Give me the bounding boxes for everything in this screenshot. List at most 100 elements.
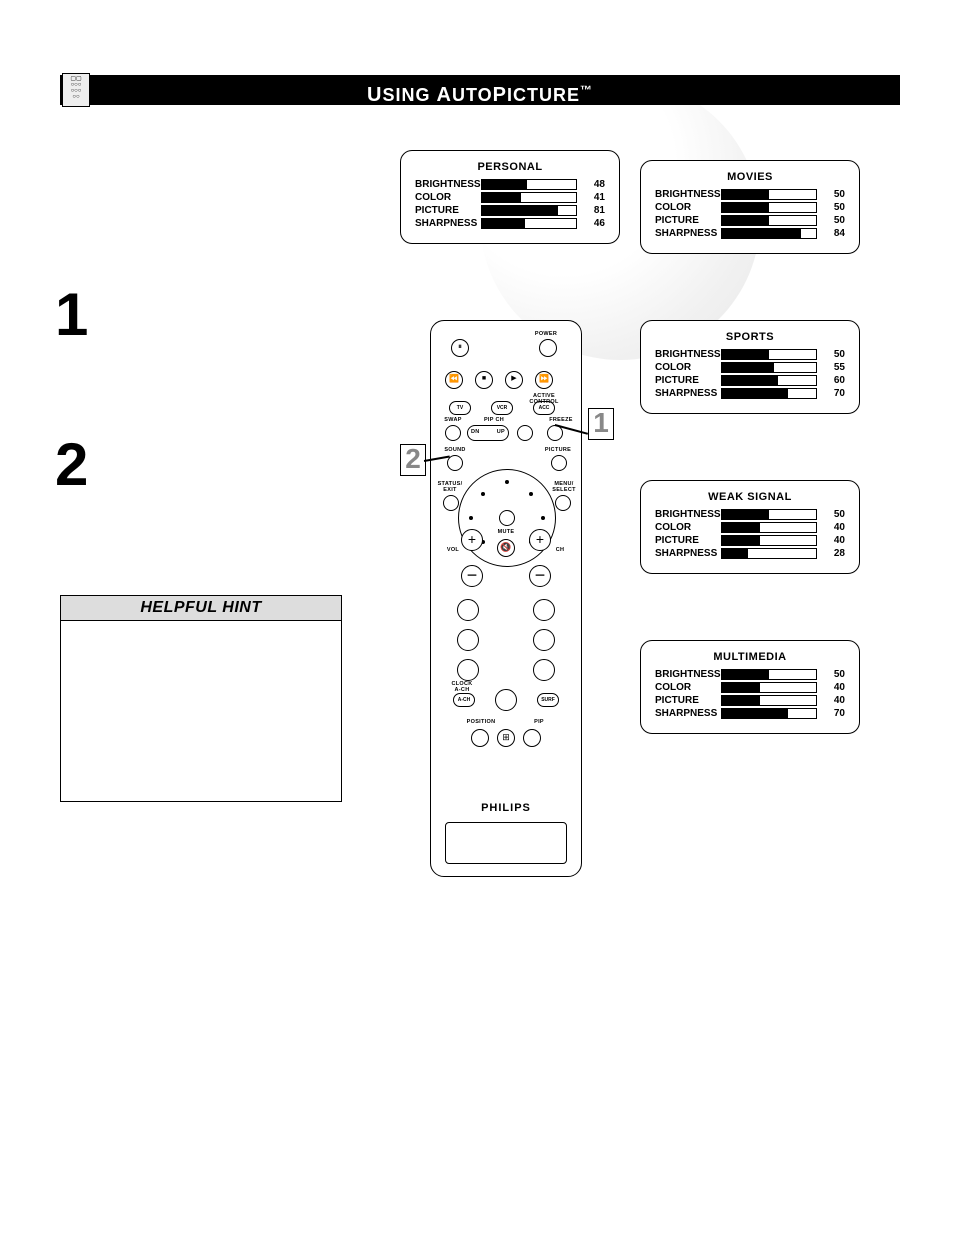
preset-value: 60 (825, 375, 845, 386)
preset-bar-fill (482, 193, 521, 202)
pipch-pill[interactable]: DN UP (467, 425, 509, 441)
preset-bar (481, 192, 577, 203)
preset-param-label: BRIGHTNESS (415, 179, 481, 190)
clock-ach-button[interactable]: A-CH (453, 693, 475, 707)
preset-bar-fill (482, 206, 558, 215)
preset-box-multimedia: MULTIMEDIABRIGHTNESS50COLOR40PICTURE40SH… (640, 640, 860, 734)
num-1-button[interactable] (457, 599, 479, 621)
num-3-button[interactable] (533, 599, 555, 621)
swap-button[interactable] (445, 425, 461, 441)
mute-button[interactable]: 🔇 (497, 539, 515, 557)
active-control-button[interactable] (517, 425, 533, 441)
pause-button[interactable]: ⏸ (451, 339, 469, 357)
num-6-button[interactable] (533, 629, 555, 651)
t1: U (367, 84, 382, 106)
dn-label: DN (471, 429, 480, 435)
preset-bar (721, 669, 817, 680)
rewind-button[interactable]: ⏪ (445, 371, 463, 389)
vol-down-button[interactable]: − (461, 565, 483, 587)
t3: A (437, 84, 452, 106)
freeze-label: FREEZE (547, 417, 575, 423)
preset-row: COLOR50 (655, 202, 845, 213)
preset-bar (721, 375, 817, 386)
preset-bar-fill (482, 180, 527, 189)
vol-label: VOL (445, 547, 461, 553)
active-control-label: ACTIVECONTROL (527, 393, 561, 405)
pipch-label: PIP CH (479, 417, 509, 423)
menu-select-label: MENU/ SELECT (549, 481, 579, 493)
preset-bar-fill (722, 670, 769, 679)
preset-bar (481, 205, 577, 216)
tv-button[interactable]: TV (449, 401, 471, 415)
ch-label: CH (553, 547, 567, 553)
ffwd-button[interactable]: ⏩ (535, 371, 553, 389)
preset-title-personal: PERSONAL (415, 161, 605, 173)
step-number-1: 1 (55, 280, 88, 349)
preset-bar (721, 388, 817, 399)
sound-button[interactable] (447, 455, 463, 471)
preset-row: SHARPNESS46 (415, 218, 605, 229)
preset-row: SHARPNESS28 (655, 548, 845, 559)
ch-up-button[interactable]: + (529, 529, 551, 551)
preset-bar (481, 179, 577, 190)
pip-center-button[interactable]: ⊞ (497, 729, 515, 747)
power-button[interactable] (539, 339, 557, 357)
vcr-button[interactable]: VCR (491, 401, 513, 415)
play-button[interactable]: ▶ (505, 371, 523, 389)
freeze-button[interactable] (547, 425, 563, 441)
preset-row: SHARPNESS70 (655, 708, 845, 719)
preset-value: 48 (585, 179, 605, 190)
stop-button[interactable]: ■ (475, 371, 493, 389)
diagram-area: PERSONAL BRIGHTNESS 48 COLOR41 PICTURE 81 SHAR… (380, 120, 900, 880)
preset-value: 50 (825, 349, 845, 360)
ch-down-button[interactable]: − (529, 565, 551, 587)
preset-box-weak: WEAK SIGNALBRIGHTNESS50COLOR40PICTURE40S… (640, 480, 860, 574)
vol-up-button[interactable]: + (461, 529, 483, 551)
preset-bar (721, 202, 817, 213)
preset-title-movies: MOVIES (655, 171, 845, 183)
preset-box-sports: SPORTSBRIGHTNESS50COLOR55PICTURE60SHARPN… (640, 320, 860, 414)
preset-row: PICTURE 81 (415, 205, 605, 216)
num-4-button[interactable] (457, 629, 479, 651)
picture-button[interactable] (551, 455, 567, 471)
remote-bottom-panel (445, 822, 567, 864)
preset-bar (721, 548, 817, 559)
preset-value: 55 (825, 362, 845, 373)
num-9-button[interactable] (533, 659, 555, 681)
num-7-button[interactable] (457, 659, 479, 681)
brand-label: PHILIPS (431, 802, 581, 814)
preset-param-label: PICTURE (415, 205, 481, 216)
preset-bar-fill (722, 683, 760, 692)
preset-row: COLOR40 (655, 682, 845, 693)
preset-row: BRIGHTNESS50 (655, 349, 845, 360)
preset-bar (721, 522, 817, 533)
preset-param-label: COLOR (655, 202, 721, 213)
preset-value: 46 (585, 218, 605, 229)
preset-bar-fill (722, 216, 769, 225)
preset-row: COLOR41 (415, 192, 605, 203)
num-0-button[interactable] (495, 689, 517, 711)
preset-title-multimedia: MULTIMEDIA (655, 651, 845, 663)
preset-bar (481, 218, 577, 229)
preset-param-label: SHARPNESS (655, 388, 721, 399)
preset-bar-fill (722, 523, 760, 532)
helpful-hint-title: HELPFUL HINT (61, 596, 341, 621)
preset-bar-fill (722, 709, 788, 718)
preset-value: 40 (825, 535, 845, 546)
status-exit-button[interactable] (443, 495, 459, 511)
preset-value: 50 (825, 669, 845, 680)
position-button[interactable] (471, 729, 489, 747)
preset-param-label: PICTURE (655, 535, 721, 546)
nav-ok-button[interactable] (499, 510, 515, 526)
preset-box-movies: MOVIESBRIGHTNESS50COLOR50PICTURE50SHARPN… (640, 160, 860, 254)
surf-button[interactable]: SURF (537, 693, 559, 707)
preset-param-label: COLOR (655, 362, 721, 373)
power-label: POWER (526, 331, 566, 337)
preset-row: BRIGHTNESS50 (655, 189, 845, 200)
preset-value: 81 (585, 205, 605, 216)
preset-param-label: SHARPNESS (655, 708, 721, 719)
preset-bar (721, 695, 817, 706)
pip-button[interactable] (523, 729, 541, 747)
preset-bar-fill (722, 376, 778, 385)
menu-select-button[interactable] (555, 495, 571, 511)
